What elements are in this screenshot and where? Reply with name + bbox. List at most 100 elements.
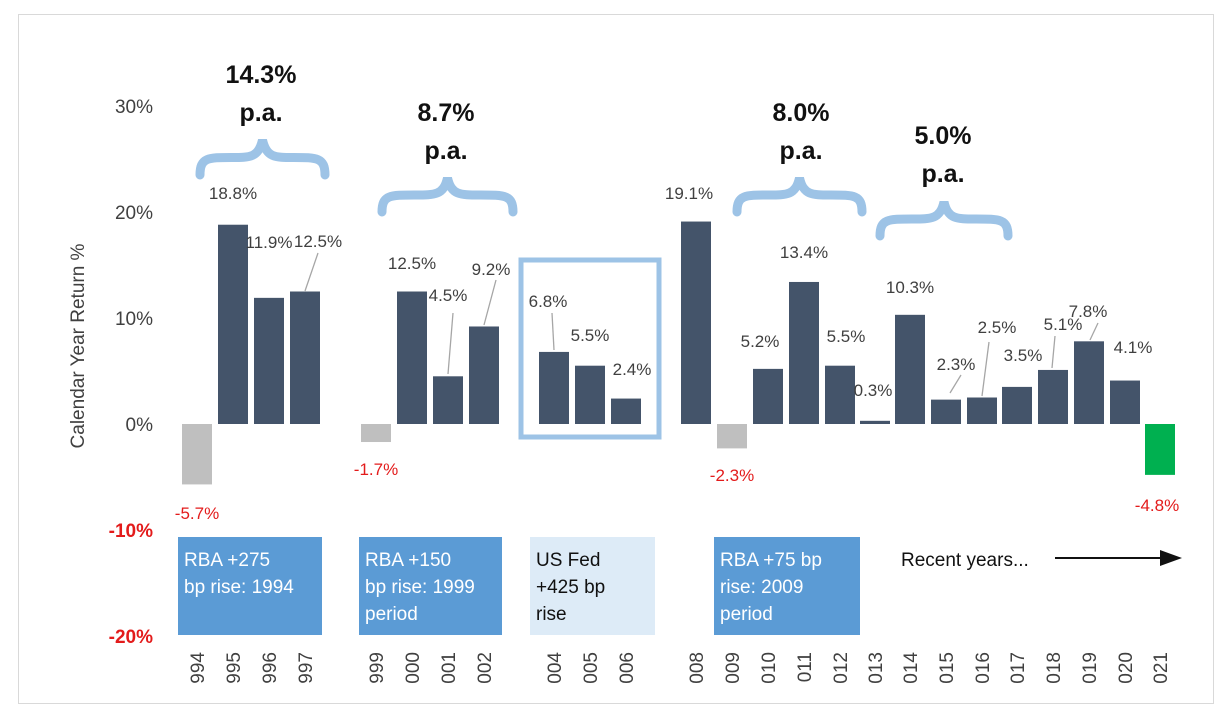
bar-2004 bbox=[539, 351, 569, 424]
value-label-2005: 5.5% bbox=[571, 326, 610, 345]
bar-2010 bbox=[753, 368, 783, 424]
x-tick-label-1996: 996 bbox=[260, 652, 281, 684]
bar-2012 bbox=[825, 365, 855, 424]
bar-1995 bbox=[218, 224, 248, 424]
event-box-line: RBA +75 bp bbox=[720, 550, 822, 571]
bar-2006 bbox=[611, 398, 641, 424]
value-label-2002: 9.2% bbox=[472, 260, 511, 279]
x-tick-label-2006: 006 bbox=[617, 652, 638, 684]
period-return-unit: p.a. bbox=[921, 160, 964, 188]
value-label-1997: 12.5% bbox=[294, 232, 342, 251]
value-label-2015: 2.3% bbox=[937, 355, 976, 374]
y-tick-label: 20% bbox=[115, 203, 153, 224]
x-tick-label-2011: 011 bbox=[795, 652, 816, 682]
value-label-2010: 5.2% bbox=[741, 332, 780, 351]
leader-line bbox=[1089, 322, 1099, 341]
x-tick-label-2017: 017 bbox=[1008, 652, 1029, 684]
y-axis-label: Calendar Year Return % bbox=[68, 243, 89, 448]
value-label-2008: 19.1% bbox=[665, 184, 713, 203]
value-label-2018: 5.1% bbox=[1044, 315, 1083, 334]
event-box-line: RBA +150 bbox=[365, 550, 451, 571]
value-label-2016: 2.5% bbox=[978, 318, 1017, 337]
x-tick-label-2020: 020 bbox=[1116, 652, 1137, 684]
event-box-line: period bbox=[365, 604, 418, 625]
event-box-line: RBA +275 bbox=[184, 550, 270, 571]
bar-2011 bbox=[789, 281, 819, 424]
x-tick-label-1997: 997 bbox=[296, 652, 317, 684]
period-brace bbox=[195, 138, 330, 180]
event-box-line: period bbox=[720, 604, 773, 625]
leader-line bbox=[551, 312, 555, 351]
x-tick-label-2001: 001 bbox=[439, 652, 460, 684]
bar-2000 bbox=[397, 291, 427, 424]
event-box-line: US Fed bbox=[536, 550, 600, 571]
value-label-2009: -2.3% bbox=[710, 466, 754, 485]
x-tick-label-2019: 019 bbox=[1080, 652, 1101, 684]
recent-years-label: Recent years... bbox=[901, 550, 1029, 571]
y-tick-label: 30% bbox=[115, 97, 153, 118]
x-tick-label-2016: 016 bbox=[973, 652, 994, 684]
value-label-2004: 6.8% bbox=[529, 292, 568, 311]
x-tick-label-1994: 994 bbox=[188, 652, 209, 684]
bar-1996 bbox=[254, 297, 284, 424]
leader-line bbox=[447, 312, 454, 375]
leader-line bbox=[1051, 335, 1056, 369]
x-tick-label-1999: 999 bbox=[367, 652, 388, 684]
leader-line bbox=[483, 279, 497, 326]
bar-2005 bbox=[575, 365, 605, 424]
event-box-line: +425 bp bbox=[536, 577, 605, 598]
value-label-1999: -1.7% bbox=[354, 460, 398, 479]
x-tick-label-2004: 004 bbox=[545, 652, 566, 684]
value-label-2014: 10.3% bbox=[886, 278, 934, 297]
x-tick-label-2009: 009 bbox=[723, 652, 744, 684]
bar-2014 bbox=[895, 314, 925, 424]
x-tick-label-2014: 014 bbox=[901, 652, 922, 684]
value-label-2013: 0.3% bbox=[854, 381, 893, 400]
bar-1999 bbox=[361, 424, 391, 443]
value-label-1994: -5.7% bbox=[175, 504, 219, 523]
y-tick-label: 10% bbox=[115, 309, 153, 330]
value-label-2019: 7.8% bbox=[1069, 302, 1108, 321]
value-label-2020: 4.1% bbox=[1114, 338, 1153, 357]
value-label-2021: -4.8% bbox=[1135, 496, 1179, 515]
period-return-value: 5.0% bbox=[915, 122, 972, 150]
bar-2016 bbox=[967, 397, 997, 424]
event-box bbox=[178, 537, 322, 635]
event-box-line: rise bbox=[536, 604, 567, 625]
x-tick-label-2018: 018 bbox=[1044, 652, 1065, 684]
bar-2020 bbox=[1110, 380, 1140, 424]
value-label-2017: 3.5% bbox=[1004, 346, 1043, 365]
period-brace bbox=[875, 200, 1013, 241]
x-tick-label-2021: 021 bbox=[1151, 652, 1172, 684]
bar-2001 bbox=[433, 376, 463, 424]
bar-2019 bbox=[1074, 341, 1104, 424]
period-return-unit: p.a. bbox=[779, 137, 822, 165]
event-box bbox=[714, 537, 860, 635]
x-tick-label-1995: 995 bbox=[224, 652, 245, 684]
bar-2002 bbox=[469, 326, 499, 424]
x-tick-label-2002: 002 bbox=[475, 652, 496, 684]
value-label-2011: 13.4% bbox=[780, 243, 828, 262]
bar-2017 bbox=[1002, 386, 1032, 424]
event-box bbox=[359, 537, 502, 635]
event-box-line: rise: 2009 bbox=[720, 577, 803, 598]
value-label-1996: 11.9% bbox=[246, 233, 293, 252]
bar-1994 bbox=[182, 424, 212, 485]
value-label-2000: 12.5% bbox=[388, 254, 436, 273]
arrow-head-icon bbox=[1160, 550, 1182, 566]
bar-2013 bbox=[860, 420, 890, 424]
value-label-1995: 18.8% bbox=[209, 184, 257, 203]
event-box bbox=[530, 537, 655, 635]
bar-2009 bbox=[717, 424, 747, 449]
period-return-value: 8.7% bbox=[418, 99, 475, 127]
x-tick-label-2012: 012 bbox=[831, 652, 852, 684]
x-tick-label-2000: 000 bbox=[403, 652, 424, 684]
bar-2015 bbox=[931, 399, 961, 424]
highlight-box bbox=[518, 257, 662, 440]
leader-line bbox=[304, 252, 319, 292]
value-label-2006: 2.4% bbox=[613, 360, 652, 379]
value-label-2001: 4.5% bbox=[429, 286, 468, 305]
event-box-line: bp rise: 1994 bbox=[184, 577, 294, 598]
leader-line bbox=[949, 374, 962, 394]
